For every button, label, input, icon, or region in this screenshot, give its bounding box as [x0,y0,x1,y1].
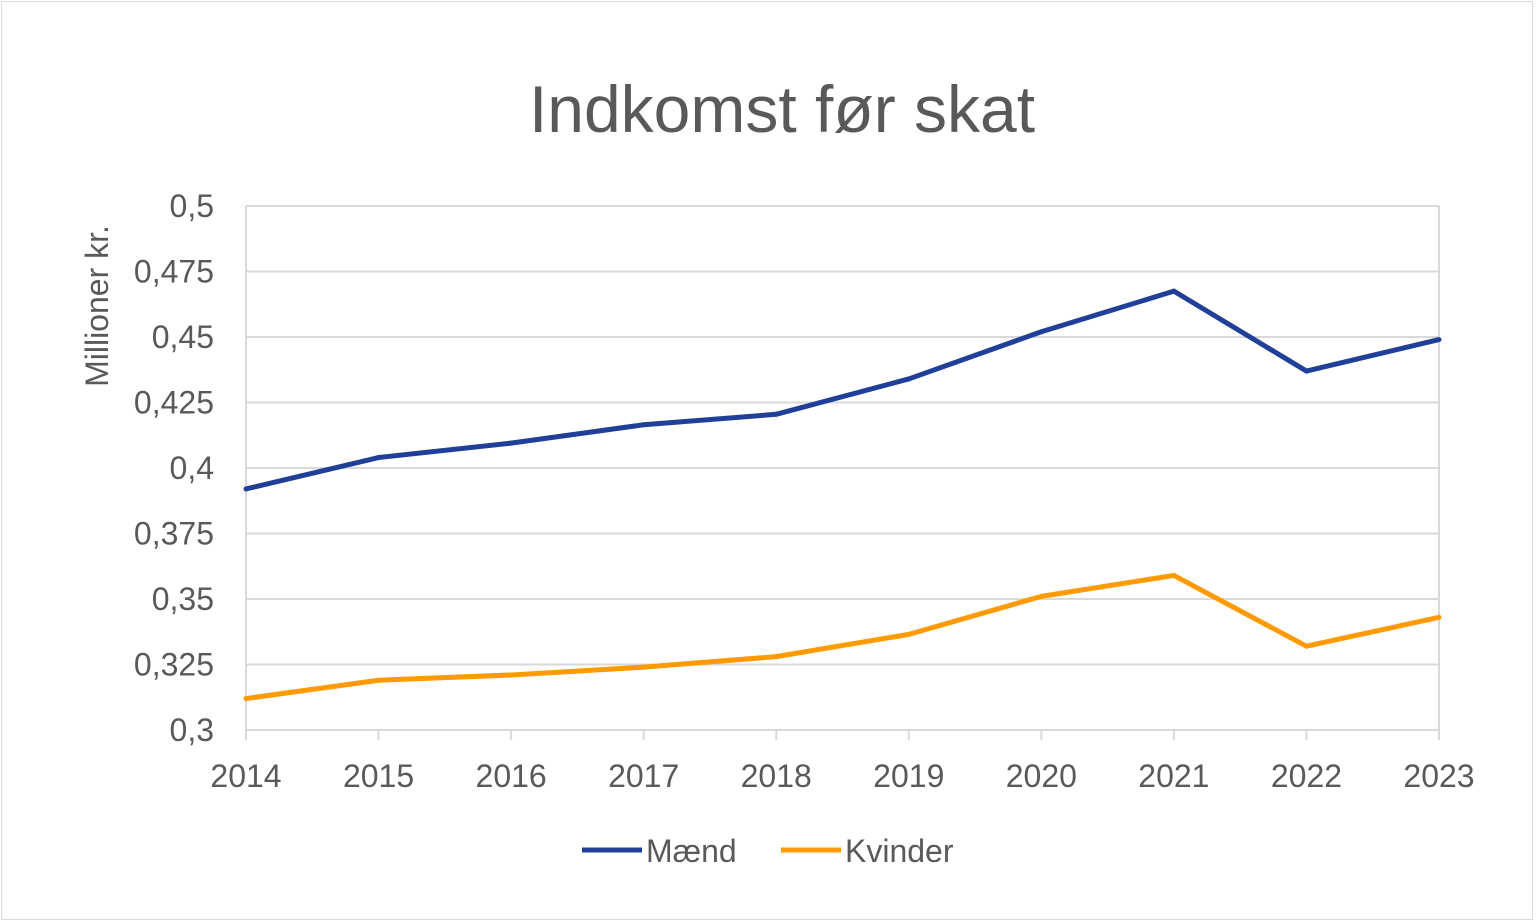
data-point [243,696,249,702]
y-tick-label: 0,425 [134,385,214,421]
x-tick-label: 2023 [1403,758,1474,794]
data-point [376,677,382,683]
x-tick-label: 2017 [608,758,679,794]
y-tick-label: 0,45 [152,319,214,355]
x-tick-label: 2015 [343,758,414,794]
data-point [1436,614,1442,620]
y-tick-label: 0,3 [170,712,214,748]
legend-label: Kvinder [845,833,954,869]
x-tick-label: 2022 [1271,758,1342,794]
data-point [1038,593,1044,599]
data-point [376,455,382,461]
data-point [641,422,647,428]
series-line-mænd [245,288,1440,492]
data-point [1171,288,1177,294]
data-point [773,411,779,417]
x-tick-label: 2016 [476,758,547,794]
y-tick-label: 0,475 [134,254,214,290]
data-point [906,631,912,637]
x-tick-label: 2021 [1138,758,1209,794]
data-point [641,664,647,670]
x-tick-label: 2019 [873,758,944,794]
data-point [508,440,514,446]
data-point [1436,337,1442,343]
y-axis-label: Millioner kr. [79,225,115,387]
legend-label: Mænd [646,833,737,869]
y-tick-label: 0,375 [134,516,214,552]
data-point [1038,329,1044,335]
y-tick-label: 0,325 [134,647,214,683]
data-point [906,376,912,382]
series-line-kvinder [245,572,1440,702]
data-point [1303,368,1309,374]
data-point [773,654,779,660]
data-point [1171,572,1177,578]
x-tick-label: 2018 [741,758,812,794]
y-tick-label: 0,4 [170,450,214,486]
data-point [243,486,249,492]
data-point [1303,643,1309,649]
x-tick-label: 2020 [1006,758,1077,794]
chart-title: Indkomst før skat [529,72,1035,146]
data-point [508,672,514,678]
y-tick-label: 0,35 [152,581,214,617]
y-tick-label: 0,5 [170,188,214,224]
x-tick-label: 2014 [210,758,281,794]
